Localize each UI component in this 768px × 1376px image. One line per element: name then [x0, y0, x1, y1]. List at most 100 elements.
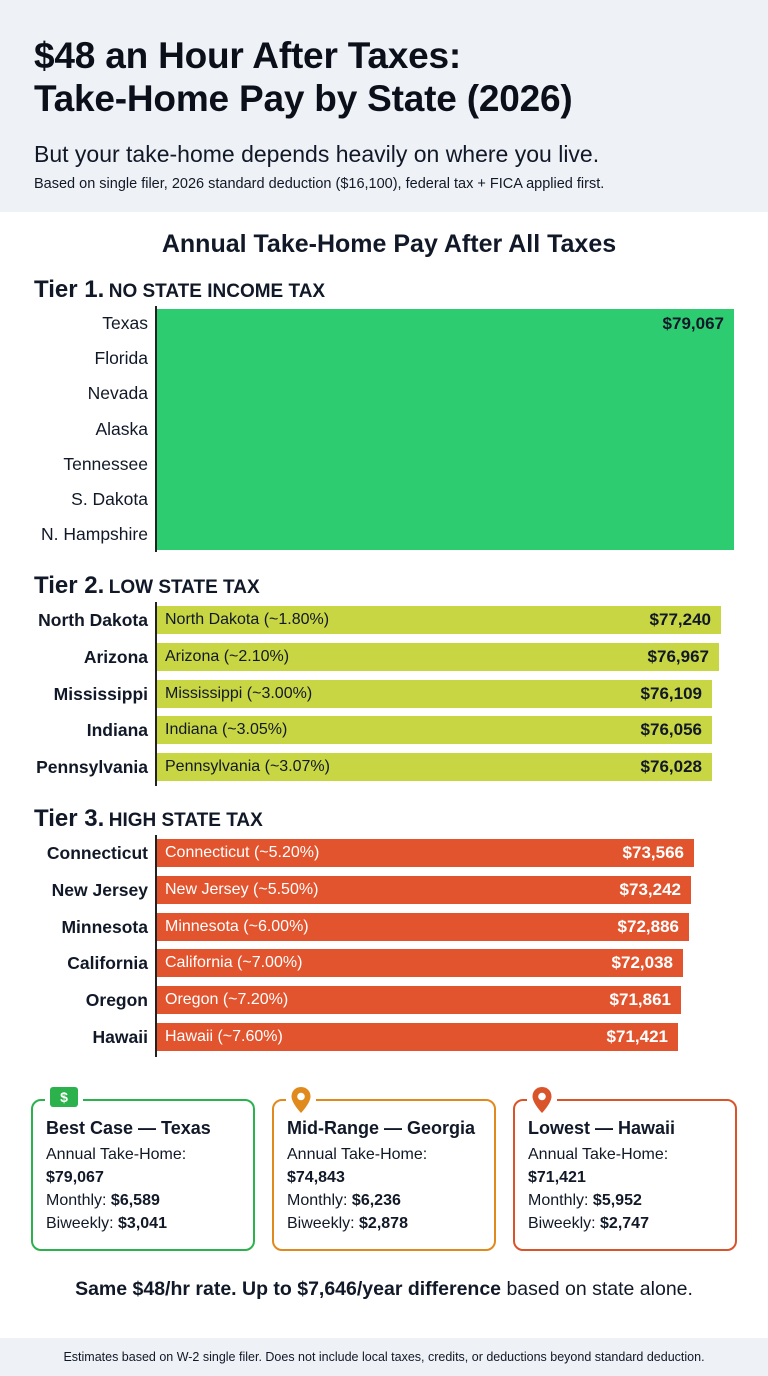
- state-label-alaska: Alaska: [95, 418, 148, 439]
- card-annual-value: $74,843: [287, 1169, 345, 1187]
- tier-name: LOW STATE TAX: [108, 577, 260, 598]
- tier-heading: Tier 3. HIGH STATE TAX: [34, 805, 263, 833]
- footer-note: Estimates based on W-2 single filer. Doe…: [63, 1350, 705, 1364]
- bar-value-label: $73,242: [619, 879, 681, 899]
- bar-north-dakota: North Dakota (~1.80%) $77,240: [157, 606, 721, 634]
- svg-text:$: $: [60, 1089, 68, 1105]
- biweekly-value: $2,747: [600, 1215, 649, 1232]
- monthly-value: $6,589: [110, 1192, 160, 1209]
- bar-new-jersey: New Jersey (~5.50%) $73,242: [157, 875, 691, 904]
- state-label-tennessee: Tennessee: [63, 453, 148, 474]
- bar-indiana: Indiana (~3.05%) $76,056: [157, 716, 712, 745]
- basis-note: Based on single filer, 2026 standard ded…: [34, 176, 605, 192]
- card-biweekly: Biweekly: $3,041: [46, 1215, 167, 1233]
- bar-inner-label: Indiana (~3.05%): [165, 721, 288, 739]
- header-banner: $48 an Hour After Taxes: Take-Home Pay b…: [0, 0, 768, 212]
- card-annual-value: $79,067: [46, 1169, 104, 1187]
- page-subtitle: But your take-home depends heavily on wh…: [34, 141, 600, 167]
- card-annual-label: Annual Take-Home:: [46, 1146, 187, 1163]
- annual-value: $74,843: [287, 1169, 345, 1186]
- state-label-nevada: Nevada: [87, 383, 148, 404]
- tier-heading: Tier 2. LOW STATE TAX: [34, 572, 260, 600]
- map-pin-icon: [286, 1086, 316, 1119]
- summary-rest: based on state alone.: [501, 1278, 693, 1300]
- summary-card-lowest: Lowest — Hawaii Annual Take-Home: $71,421 M…: [513, 1086, 737, 1251]
- tier-name: NO STATE INCOME TAX: [108, 281, 326, 302]
- tier-label: Tier 1.: [34, 276, 105, 303]
- tier-axis-line: [155, 835, 157, 1057]
- state-label-california: California: [67, 953, 148, 974]
- card-monthly: Monthly: $5,952: [528, 1192, 642, 1210]
- monthly-label: Monthly:: [46, 1192, 107, 1209]
- card-biweekly: Biweekly: $2,878: [287, 1215, 408, 1233]
- bar-inner-label: Minnesota (~6.00%): [165, 917, 309, 935]
- bar-inner-label: California (~7.00%): [165, 954, 303, 972]
- bar-inner-label: Hawaii (~7.60%): [165, 1028, 283, 1045]
- state-label-florida: Florida: [94, 348, 149, 369]
- biweekly-label: Biweekly:: [287, 1215, 355, 1232]
- summary-card-best: $ Best Case — Texas Annual Take-Home: $79,0…: [31, 1086, 255, 1251]
- state-label-new-jersey: New Jersey: [51, 879, 148, 900]
- card-title: Mid-Range — Georgia: [287, 1118, 476, 1138]
- bar-value-label: $76,028: [640, 757, 702, 777]
- tier-label: Tier 3.: [34, 805, 105, 832]
- card-annual-label: Annual Take-Home:: [287, 1146, 428, 1163]
- title-line-2: Take-Home Pay by State (2026): [34, 78, 573, 119]
- bar-value-label: $72,886: [617, 916, 679, 936]
- annual-value: $71,421: [528, 1169, 586, 1186]
- bar-mississippi: Mississippi (~3.00%) $76,109: [157, 679, 712, 708]
- state-label-minnesota: Minnesota: [61, 916, 148, 937]
- card-biweekly: Biweekly: $2,747: [528, 1215, 649, 1233]
- footer-banner: Estimates based on W-2 single filer. Doe…: [0, 1338, 768, 1376]
- tier-name: HIGH STATE TAX: [108, 810, 263, 831]
- biweekly-label: Biweekly:: [528, 1215, 596, 1232]
- bar-inner-label: Connecticut (~5.20%): [165, 844, 320, 861]
- card-monthly: Monthly: $6,236: [287, 1192, 401, 1210]
- bar-value-label: $77,240: [649, 610, 711, 629]
- state-label-n-hampshire: N. Hampshire: [41, 524, 148, 545]
- bar-inner-label: Mississippi (~3.00%): [165, 684, 313, 702]
- bar-inner-label: Pennsylvania (~3.07%): [165, 758, 330, 776]
- page-title: $48 an Hour After Taxes: Take-Home Pay b…: [34, 34, 754, 120]
- bar-inner-label: Oregon (~7.20%): [165, 991, 289, 1009]
- card-title: Lowest — Hawaii: [528, 1118, 676, 1138]
- card-title: Best Case — Texas: [46, 1118, 211, 1138]
- bar-arizona: Arizona (~2.10%) $76,967: [157, 642, 719, 671]
- bar-california: California (~7.00%) $72,038: [157, 949, 683, 978]
- biweekly-value: $3,041: [118, 1215, 167, 1232]
- state-label-pennsylvania: Pennsylvania: [36, 757, 148, 778]
- bar-value-label: $76,109: [640, 683, 702, 703]
- card-annual-label: Annual Take-Home:: [528, 1146, 669, 1163]
- summary-card-mid: Mid-Range — Georgia Annual Take-Home: $74,…: [272, 1086, 496, 1251]
- biweekly-label: Biweekly:: [46, 1215, 114, 1232]
- biweekly-value: $2,878: [359, 1215, 408, 1232]
- bar-value-label: $79,067: [662, 314, 724, 333]
- tier-axis-line: [155, 306, 157, 552]
- summary-bold: Same $48/hr rate. Up to $7,646/year diff…: [75, 1278, 502, 1300]
- bar-value-label: $71,861: [609, 990, 671, 1010]
- bar-minnesota: Minnesota (~6.00%) $72,886: [157, 912, 689, 941]
- state-label-texas: Texas: [102, 313, 148, 333]
- monthly-label: Monthly:: [528, 1192, 589, 1209]
- chart-title: Annual Take-Home Pay After All Taxes: [161, 230, 617, 258]
- bar-pennsylvania: Pennsylvania (~3.07%) $76,028: [157, 753, 712, 782]
- state-label-north-dakota: North Dakota: [38, 610, 148, 630]
- state-label-indiana: Indiana: [86, 720, 148, 741]
- card-annual-value: $71,421: [528, 1169, 586, 1187]
- monthly-value: $5,952: [592, 1192, 642, 1209]
- bar-inner-label: Arizona (~2.10%): [165, 647, 290, 665]
- title-line-1: $48 an Hour After Taxes:: [34, 35, 462, 76]
- bar-hawaii: Hawaii (~7.60%) $71,421: [157, 1023, 678, 1051]
- state-label-mississippi: Mississippi: [53, 683, 148, 704]
- bar-inner-label: New Jersey (~5.50%): [165, 880, 319, 898]
- bar-oregon: Oregon (~7.20%) $71,861: [157, 986, 681, 1015]
- bar-connecticut: Connecticut (~5.20%) $73,566: [157, 839, 694, 867]
- bar-inner-label: North Dakota (~1.80%): [165, 611, 330, 628]
- state-label-s-dakota: S. Dakota: [71, 489, 148, 509]
- monthly-value: $6,236: [351, 1192, 401, 1209]
- card-monthly: Monthly: $6,589: [46, 1192, 160, 1210]
- state-label-connecticut: Connecticut: [46, 843, 148, 863]
- bar-value-label: $71,421: [606, 1027, 668, 1046]
- bar-value-label: $76,056: [640, 720, 702, 740]
- tier-label: Tier 2.: [34, 572, 105, 599]
